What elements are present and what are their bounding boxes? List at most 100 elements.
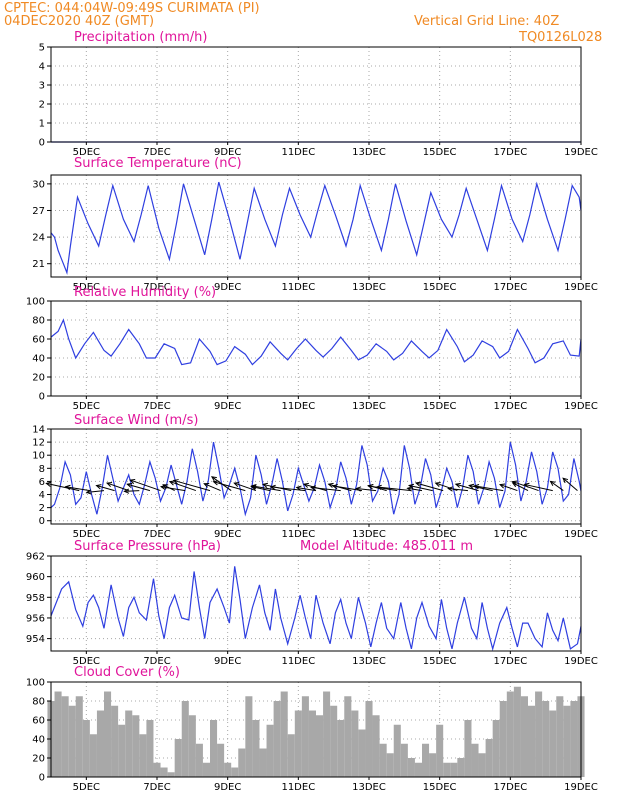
cloud-bar (457, 758, 465, 777)
precip-ytick-label: 2 (39, 100, 45, 111)
pressure-xtick-label: 13DEC (352, 656, 386, 667)
wind-arrowhead (434, 482, 441, 487)
temp-xtick-label: 5DEC (73, 282, 100, 293)
cloud-bar (153, 762, 161, 777)
wind-xtick-label: 11DEC (281, 529, 315, 540)
wind-xtick-label: 17DEC (493, 529, 527, 540)
wind-arrowhead (129, 479, 136, 484)
temp-ytick-label: 24 (32, 233, 45, 244)
wind-arrowhead (331, 484, 338, 490)
wind-arrowhead (327, 482, 334, 488)
rh-xtick-label: 17DEC (493, 401, 527, 412)
precip-plot: 0 1 2 3 4 5 5DEC 7DEC 9DEC 11DEC 13DEC 15DEC 17DEC 19… (39, 43, 598, 159)
vertical-grid-note: Vertical Grid Line: 40Z (414, 14, 559, 29)
wind-arrowhead (95, 484, 102, 490)
wind-arrowhead (375, 484, 382, 491)
wind-vector (448, 488, 468, 492)
precip-xtick-label: 19DEC (564, 147, 598, 158)
cloud-bar (266, 724, 274, 777)
wind-arrowhead (407, 483, 415, 489)
wind-xtick-label: 5DEC (73, 529, 100, 540)
wind-arrowhead (250, 484, 257, 490)
cloud-bar (294, 710, 302, 777)
cloud-frame (50, 681, 582, 778)
temp-xtick-label: 7DEC (143, 282, 170, 293)
cloud-bar (499, 701, 507, 777)
cloud-bar (407, 758, 415, 777)
wind-vector (96, 485, 115, 492)
pressure-title: Surface Pressure (hPa) (74, 539, 221, 554)
cloud-plot: 0 20 40 60 80 100 5DEC 7DEC 9DEC 11DEC 13DEC 15DEC 1… (26, 678, 598, 794)
cloud-bar (535, 691, 543, 777)
cloud-xtick-label: 9DEC (214, 782, 241, 793)
cloud-bar (563, 705, 571, 777)
wind-arrowhead (367, 484, 374, 490)
wind-arrowhead (250, 484, 257, 490)
precip-ytick-label: 5 (39, 43, 45, 54)
wind-vector (106, 482, 129, 492)
cloud-bar (174, 739, 182, 777)
wind-arrowhead (212, 480, 219, 486)
cloud-xtick-label: 15DEC (423, 782, 457, 793)
wind-vector (204, 483, 221, 492)
wind-ytick-label: 6 (39, 477, 45, 488)
cloud-ytick-label: 40 (32, 735, 45, 746)
cloud-bar (217, 743, 225, 777)
wind-arrowhead (310, 485, 317, 491)
cloud-bar (379, 743, 387, 777)
cloud-bar (450, 762, 458, 777)
cloud-ytick-label: 20 (32, 754, 45, 765)
wind-vector (130, 479, 161, 492)
cloud-ytick-label: 60 (32, 716, 45, 727)
precip-xtick-label: 17DEC (493, 147, 527, 158)
wind-vector (251, 485, 271, 492)
wind-arrowhead (64, 484, 71, 490)
wind-vector (65, 486, 90, 492)
cloud-xtick-label: 11DEC (281, 782, 315, 793)
rh-ytick-label: 60 (32, 335, 45, 346)
precip-xtick-label: 15DEC (423, 147, 457, 158)
wind-arrowhead (261, 482, 269, 488)
wind-vector (512, 481, 539, 492)
cloud-bar (259, 748, 267, 777)
temp-frame (50, 174, 582, 278)
wind-ytick-label: 14 (32, 425, 45, 436)
wind-arrowhead (269, 484, 276, 491)
cloud-bar (556, 696, 564, 777)
wind-arrowhead (159, 484, 167, 490)
wind-xtick-label: 7DEC (143, 529, 170, 540)
temp-xtick-label: 15DEC (423, 282, 457, 293)
wind-arrowhead (302, 482, 309, 488)
pressure-plot: 954 956 958 960 962 5DEC 7DEC 9DEC 11DEC 13DEC 15D… (26, 552, 598, 668)
wind-vector (124, 490, 140, 492)
wind-arrowhead (233, 482, 240, 487)
wind-vector (469, 484, 493, 492)
cloud-bar (542, 701, 550, 777)
wind-arrowhead (168, 480, 175, 486)
pressure-xtick-label: 15DEC (423, 656, 457, 667)
cloud-bar (160, 767, 168, 777)
cloud-bar (337, 720, 345, 777)
cloud-bar (464, 720, 472, 777)
cloud-bar (146, 720, 154, 777)
cloud-bar (96, 710, 104, 777)
wind-arrowhead (473, 484, 480, 490)
wind-xtick-label: 13DEC (352, 529, 386, 540)
cloud-bar (513, 686, 521, 777)
cloud-bar (372, 715, 380, 777)
cloud-bar (224, 762, 232, 777)
wind-vector (474, 485, 504, 492)
wind-frame (50, 428, 582, 525)
pressure-xtick-label: 11DEC (281, 656, 315, 667)
cloud-bar (231, 767, 239, 777)
pressure-line (50, 566, 582, 652)
wind-vector (332, 485, 363, 492)
cloud-bar (210, 720, 218, 777)
humidity-panel: Relative Humidity (%) (74, 285, 216, 300)
wind-arrowhead (447, 486, 454, 492)
wind-arrowhead (549, 480, 556, 487)
wind-line (50, 441, 582, 517)
wind-vector (376, 486, 412, 492)
pressure-xtick-label: 9DEC (214, 656, 241, 667)
